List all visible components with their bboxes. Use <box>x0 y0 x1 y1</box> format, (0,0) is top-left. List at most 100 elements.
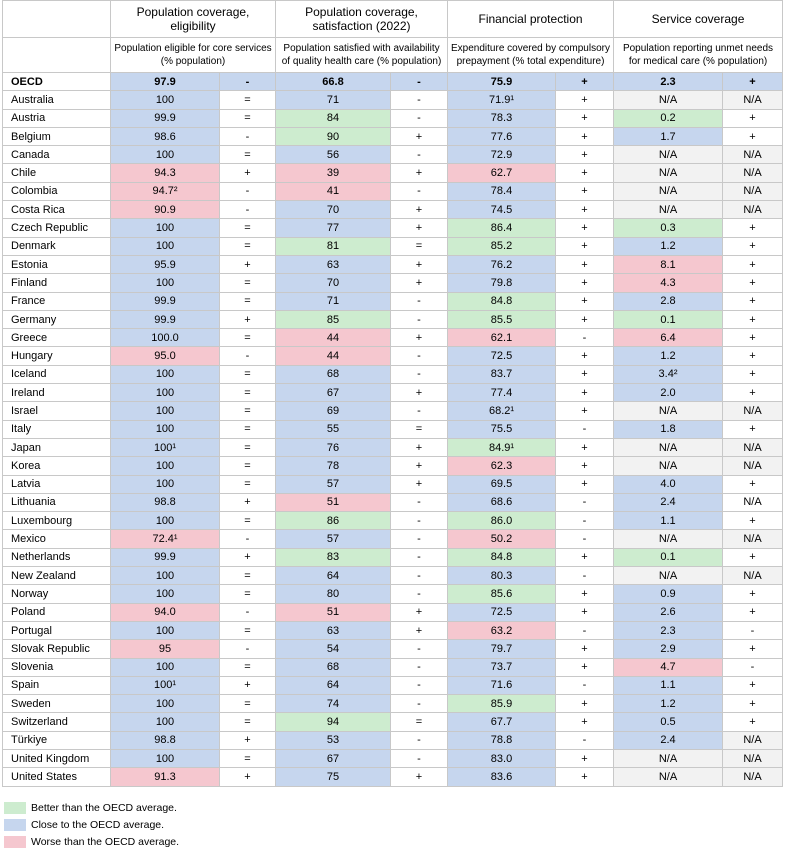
value-cell: 98.8 <box>110 492 220 513</box>
trend-cell: + <box>219 547 276 568</box>
trend-cell: = <box>219 620 276 641</box>
color-legend: Better than the OECD average. Close to th… <box>4 800 786 851</box>
trend-cell: - <box>219 639 276 659</box>
trend-cell: + <box>555 200 615 220</box>
value-cell: 73.7 <box>447 657 557 677</box>
trend-cell: + <box>555 71 615 92</box>
value-cell: 1.2 <box>613 236 724 256</box>
value-cell: 50.2 <box>447 529 557 549</box>
value-cell: 2.4 <box>613 730 724 750</box>
trend-cell: - <box>389 291 449 311</box>
group-header: Population coverage, eligibility <box>110 0 276 38</box>
trend-cell: + <box>722 712 784 732</box>
trend-cell: + <box>389 328 449 348</box>
trend-cell: = <box>219 437 276 458</box>
value-cell: 6.4 <box>613 328 724 348</box>
table-row: Germany 99.9 +85-85.5 +0.1 + <box>2 309 784 330</box>
country-cell: United States <box>2 767 111 787</box>
group-header: Service coverage <box>613 0 784 38</box>
value-cell: 76 <box>275 437 391 458</box>
value-cell: 41 <box>275 181 391 202</box>
trend-cell: + <box>722 328 784 348</box>
legend-item: Better than the OECD average. <box>4 800 786 817</box>
country-cell: Austria <box>2 108 111 128</box>
oecd-average-row: OECD 97.9-66.8-75.9 +2.3 + <box>2 71 784 92</box>
trend-cell: = <box>389 712 449 732</box>
value-cell: 0.1 <box>613 309 724 330</box>
trend-cell: + <box>219 675 276 696</box>
trend-cell: + <box>555 401 615 421</box>
legend-swatch <box>4 819 26 832</box>
value-cell: 86 <box>275 511 391 531</box>
trend-cell: = <box>219 419 276 439</box>
trend-cell: + <box>389 602 449 622</box>
value-cell: 74 <box>275 694 391 714</box>
value-cell: 2.8 <box>613 291 724 311</box>
value-cell: N/A <box>613 456 724 476</box>
header-subhead-row: Population eligible for core services (%… <box>2 37 784 73</box>
table-row: Israel 100 = 69-68.2¹ + N/A N/A <box>2 401 784 421</box>
country-cell: Lithuania <box>2 492 111 513</box>
trend-cell: - <box>389 639 449 659</box>
trend-cell: + <box>555 309 615 330</box>
trend-cell: + <box>389 163 449 183</box>
country-cell: Italy <box>2 419 111 439</box>
table-row: Slovenia 100 = 68-73.7 +4.7- <box>2 657 784 677</box>
country-cell: Mexico <box>2 529 111 549</box>
country-cell: Slovak Republic <box>2 639 111 659</box>
trend-cell: - <box>722 657 784 677</box>
value-cell: 1.8 <box>613 419 724 439</box>
value-cell: 94.0 <box>110 602 220 622</box>
value-cell: 44 <box>275 328 391 348</box>
country-cell: Spain <box>2 675 111 696</box>
value-cell: 63 <box>275 620 391 641</box>
value-cell: 100 <box>110 712 220 732</box>
country-cell: Greece <box>2 328 111 348</box>
trend-cell: = <box>219 401 276 421</box>
trend-cell: - <box>219 529 276 549</box>
table-row: Australia 100 = 71-71.9¹ + N/A N/A <box>2 90 784 110</box>
trend-cell: - <box>555 419 615 439</box>
trend-cell: = <box>219 712 276 732</box>
country-cell: Latvia <box>2 474 111 494</box>
country-cell: Germany <box>2 309 111 330</box>
value-cell: 2.4 <box>613 492 724 513</box>
trend-cell: - <box>389 364 449 385</box>
value-cell: 1.1 <box>613 511 724 531</box>
trend-cell: N/A <box>722 566 784 586</box>
value-cell: 81 <box>275 236 391 256</box>
value-cell: 97.9 <box>110 71 220 92</box>
value-cell: 75.9 <box>447 71 557 92</box>
trend-cell: + <box>722 71 784 92</box>
trend-cell: N/A <box>722 90 784 110</box>
value-cell: 53 <box>275 730 391 750</box>
table-row: Türkiye 98.8 +53-78.8-2.4 N/A <box>2 730 784 750</box>
value-cell: 100 <box>110 273 220 293</box>
trend-cell: + <box>555 639 615 659</box>
trend-cell: + <box>555 236 615 256</box>
trend-cell: - <box>389 657 449 677</box>
value-cell: 3.4² <box>613 364 724 385</box>
value-cell: 67 <box>275 383 391 403</box>
country-cell: Sweden <box>2 694 111 714</box>
trend-cell: - <box>219 181 276 202</box>
trend-cell: N/A <box>722 730 784 750</box>
trend-cell: + <box>555 712 615 732</box>
trend-cell: = <box>219 748 276 769</box>
country-cell: Ireland <box>2 383 111 403</box>
value-cell: 95 <box>110 639 220 659</box>
trend-cell: + <box>722 346 784 366</box>
trend-cell: - <box>389 181 449 202</box>
trend-cell: = <box>219 511 276 531</box>
table-row: Chile 94.3 +39 +62.7 + N/A N/A <box>2 163 784 183</box>
value-cell: 70 <box>275 200 391 220</box>
value-cell: N/A <box>613 566 724 586</box>
value-cell: 100 <box>110 694 220 714</box>
trend-cell: + <box>722 474 784 494</box>
trend-cell: N/A <box>722 200 784 220</box>
trend-cell: + <box>219 309 276 330</box>
value-cell: 100 <box>110 364 220 385</box>
value-cell: 4.7 <box>613 657 724 677</box>
value-cell: 100 <box>110 456 220 476</box>
value-cell: 100¹ <box>110 437 220 458</box>
